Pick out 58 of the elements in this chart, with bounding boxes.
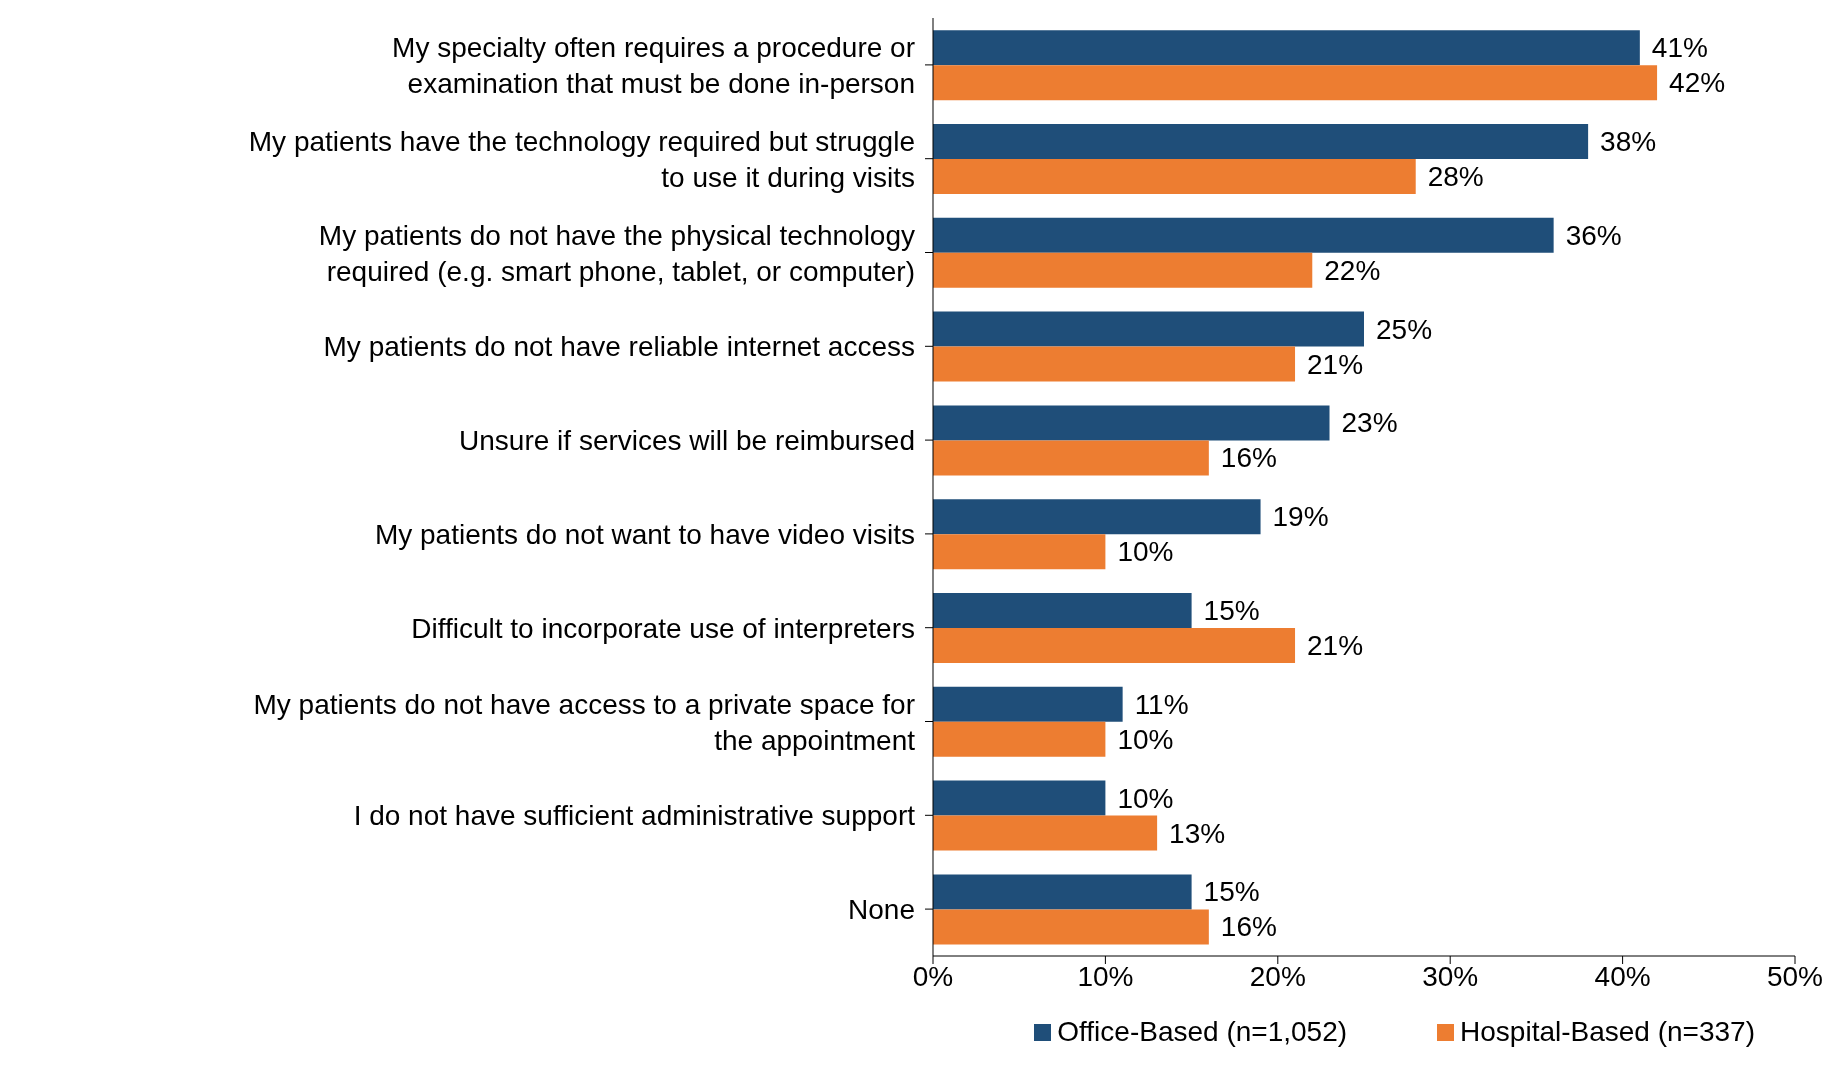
bar [933,534,1106,570]
x-tick-label: 40% [1594,960,1651,992]
bar [933,780,1106,816]
bar [933,592,1192,628]
data-label: 16% [1220,442,1277,474]
data-label: 25% [1376,313,1433,345]
bar [933,686,1123,722]
x-tick-label: 10% [1077,960,1134,992]
bar [933,346,1296,382]
bar [933,30,1640,66]
bar [933,815,1158,851]
data-label: 11% [1134,688,1189,720]
bar [933,158,1416,194]
data-label: 38% [1600,125,1657,157]
bar [933,405,1330,441]
bar [933,123,1589,159]
bar [933,217,1554,253]
y-tick-label: I do not have sufficient administrative support [353,799,916,831]
data-label: 21% [1307,348,1364,380]
bar [933,65,1658,101]
x-tick-label: 50% [1766,960,1824,992]
y-tick-label: My patients have the technology required but struggle to use it during visits [248,125,915,193]
y-tick-label: My patients do not want to have video visits [374,518,915,550]
bar [933,909,1209,945]
y-tick-label: My patients do not have the physical technology required (e.g. smart phone, tablet, or computer) [318,219,915,286]
y-tick-label: Difficult to incorporate use of interpreters [411,612,915,644]
bar [933,252,1313,288]
bar [933,721,1106,757]
data-label: 16% [1220,911,1277,943]
data-label: 15% [1203,876,1260,908]
bar [933,499,1261,535]
bar [933,874,1192,910]
data-label: 13% [1169,817,1226,849]
data-label: 21% [1307,629,1364,661]
data-label: 28% [1427,160,1484,192]
data-label: 23% [1341,407,1398,439]
data-label: 15% [1203,594,1260,626]
x-tick-label: 20% [1249,960,1306,992]
data-label: 10% [1117,782,1174,814]
y-tick-label: None [848,893,915,925]
bar [933,440,1209,476]
data-label: 10% [1117,536,1174,568]
data-label: 22% [1324,254,1381,286]
data-label: 19% [1272,501,1329,533]
bar [933,627,1296,663]
data-label: 10% [1117,723,1174,755]
y-tick-label: My patients do not have reliable internet access [323,330,915,362]
y-tick-label: Unsure if services will be reimbursed [459,424,915,456]
y-tick-label: My specialty often requires a procedure or examination that must be done in-person [392,31,915,99]
legend-label: Office-Based (n=1,052) [1056,1016,1348,1048]
y-tick-label: My patients do not have access to a private space for the appointment [253,688,916,755]
data-label: 36% [1565,219,1622,251]
data-label: 41% [1651,32,1708,64]
x-tick-label: 0% [912,960,954,992]
bar [933,311,1364,347]
x-tick-label: 30% [1422,960,1479,992]
legend-label: Hospital-Based (n=337) [1459,1016,1755,1048]
data-label: 42% [1669,67,1726,99]
